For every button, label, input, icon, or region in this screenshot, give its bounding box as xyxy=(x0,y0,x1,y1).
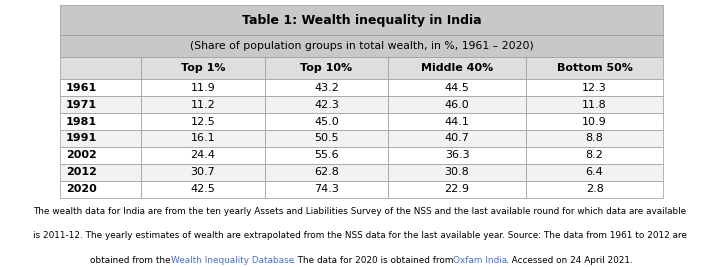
Text: Top 10%: Top 10% xyxy=(300,63,353,73)
Bar xyxy=(526,147,663,164)
Bar xyxy=(141,130,265,147)
Text: 1961: 1961 xyxy=(66,83,97,93)
Text: 44.1: 44.1 xyxy=(444,117,469,127)
Bar xyxy=(388,164,526,181)
Bar xyxy=(265,147,388,164)
Text: 8.8: 8.8 xyxy=(585,134,603,143)
Bar xyxy=(265,181,388,198)
Text: 24.4: 24.4 xyxy=(191,150,215,160)
Bar xyxy=(388,79,526,96)
Text: Wealth Inequality Database: Wealth Inequality Database xyxy=(171,256,294,265)
Text: 12.5: 12.5 xyxy=(191,117,215,127)
Bar xyxy=(60,130,141,147)
Bar xyxy=(388,130,526,147)
Text: The wealth data for India are from the ten yearly Assets and Liabilities Survey : The wealth data for India are from the t… xyxy=(33,207,687,216)
Bar xyxy=(141,57,265,79)
Bar xyxy=(526,113,663,130)
Text: . The data for 2020 is obtained from: . The data for 2020 is obtained from xyxy=(292,256,456,265)
Bar xyxy=(60,96,141,113)
Bar xyxy=(60,147,141,164)
Bar xyxy=(526,181,663,198)
Bar xyxy=(265,164,388,181)
Bar xyxy=(388,147,526,164)
Bar xyxy=(60,57,141,79)
Text: 44.5: 44.5 xyxy=(444,83,469,93)
Text: 42.3: 42.3 xyxy=(314,100,339,110)
Bar xyxy=(60,113,141,130)
Text: 2.8: 2.8 xyxy=(585,184,603,194)
Text: 6.4: 6.4 xyxy=(586,167,603,177)
Text: . Accessed on 24 April 2021.: . Accessed on 24 April 2021. xyxy=(506,256,633,265)
Text: 11.9: 11.9 xyxy=(191,83,215,93)
Bar xyxy=(60,181,141,198)
Bar xyxy=(141,147,265,164)
Bar xyxy=(388,181,526,198)
Bar xyxy=(388,57,526,79)
Text: Top 1%: Top 1% xyxy=(181,63,225,73)
Text: 16.1: 16.1 xyxy=(191,134,215,143)
Bar xyxy=(141,181,265,198)
Text: 36.3: 36.3 xyxy=(445,150,469,160)
Text: 2020: 2020 xyxy=(66,184,96,194)
Bar xyxy=(265,96,388,113)
Bar xyxy=(526,79,663,96)
Text: Bottom 50%: Bottom 50% xyxy=(557,63,633,73)
Bar xyxy=(265,130,388,147)
Text: 2012: 2012 xyxy=(66,167,96,177)
Bar xyxy=(526,130,663,147)
Text: 12.3: 12.3 xyxy=(582,83,607,93)
Bar xyxy=(141,164,265,181)
Bar xyxy=(60,79,141,96)
Bar xyxy=(60,164,141,181)
Text: 2002: 2002 xyxy=(66,150,96,160)
Text: 1981: 1981 xyxy=(66,117,97,127)
Text: 1991: 1991 xyxy=(66,134,97,143)
Text: 55.6: 55.6 xyxy=(314,150,339,160)
Bar xyxy=(141,79,265,96)
Text: 45.0: 45.0 xyxy=(314,117,339,127)
Text: (Share of population groups in total wealth, in %, 1961 – 2020): (Share of population groups in total wea… xyxy=(190,41,534,51)
Text: 11.8: 11.8 xyxy=(582,100,607,110)
Bar xyxy=(141,96,265,113)
Bar xyxy=(265,113,388,130)
Bar xyxy=(60,35,663,57)
Text: 11.2: 11.2 xyxy=(191,100,215,110)
Text: Middle 40%: Middle 40% xyxy=(421,63,493,73)
Text: 8.2: 8.2 xyxy=(585,150,603,160)
Text: 43.2: 43.2 xyxy=(314,83,339,93)
Text: 22.9: 22.9 xyxy=(444,184,469,194)
Text: 1971: 1971 xyxy=(66,100,97,110)
Text: obtained from the: obtained from the xyxy=(89,256,173,265)
Text: Oxfam India: Oxfam India xyxy=(453,256,508,265)
Text: 46.0: 46.0 xyxy=(445,100,469,110)
Text: 42.5: 42.5 xyxy=(191,184,215,194)
Text: 62.8: 62.8 xyxy=(314,167,339,177)
Text: 30.7: 30.7 xyxy=(191,167,215,177)
Text: 10.9: 10.9 xyxy=(582,117,607,127)
Text: 30.8: 30.8 xyxy=(445,167,469,177)
Bar xyxy=(526,164,663,181)
Bar xyxy=(388,96,526,113)
Text: 50.5: 50.5 xyxy=(314,134,339,143)
Text: 40.7: 40.7 xyxy=(444,134,469,143)
Text: 74.3: 74.3 xyxy=(314,184,339,194)
Text: Table 1: Wealth inequality in India: Table 1: Wealth inequality in India xyxy=(242,14,482,27)
Bar xyxy=(526,57,663,79)
Bar xyxy=(265,79,388,96)
Bar xyxy=(526,96,663,113)
Bar xyxy=(60,5,663,35)
Bar xyxy=(265,57,388,79)
Text: is 2011-12. The yearly estimates of wealth are extrapolated from the NSS data fo: is 2011-12. The yearly estimates of weal… xyxy=(33,231,687,240)
Bar xyxy=(388,113,526,130)
Bar xyxy=(141,113,265,130)
